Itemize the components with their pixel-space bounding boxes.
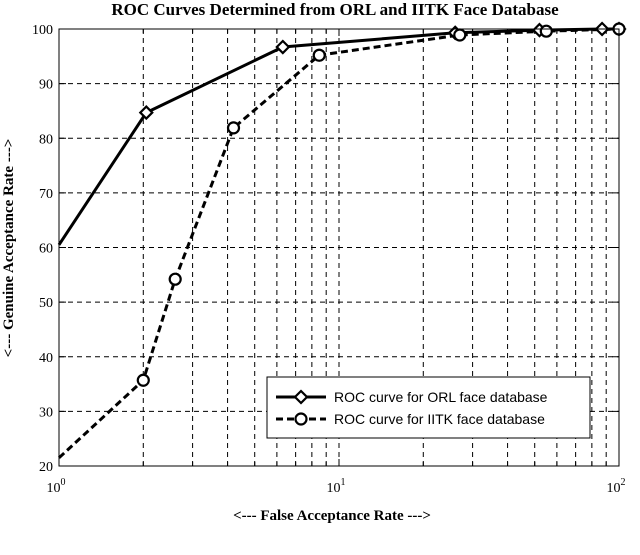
chart-title: ROC Curves Determined from ORL and IITK …: [111, 0, 559, 19]
x-axis-label: <--- False Acceptance Rate --->: [233, 508, 431, 524]
y-tick-labels: 20 30 40 50 60 70 80 90 100: [32, 23, 53, 475]
data-point-marker: [539, 24, 553, 38]
y-tick-label: 60: [39, 242, 53, 257]
series-markers: [136, 21, 627, 387]
y-axis-label: <--- Genuine Acceptance Rate --->: [1, 139, 17, 358]
series-line-2: [57, 27, 620, 459]
data-point-marker: [168, 272, 182, 286]
data-point-marker: [138, 105, 154, 121]
data-point-marker: [453, 28, 467, 42]
x-tick-label: 102: [607, 477, 626, 496]
y-tick-label: 70: [39, 187, 53, 202]
y-tick-label: 30: [39, 405, 53, 420]
y-tick-label: 40: [39, 351, 53, 366]
y-tick-label: 100: [32, 23, 53, 38]
y-tick-label: 50: [39, 296, 53, 311]
legend-box: [266, 376, 591, 439]
data-point-marker: [136, 373, 150, 387]
x-tick-label: 101: [327, 477, 346, 496]
legend-label: ROC curve for ORL face database: [334, 389, 548, 405]
legend-marker: [293, 389, 309, 405]
legend: ROC curve for ORL face database ROC curve…: [266, 376, 591, 439]
legend-marker: [294, 412, 308, 426]
data-point-marker: [312, 48, 326, 62]
data-point-marker: [275, 39, 291, 55]
data-point-marker: [226, 121, 241, 135]
legend-label: ROC curve for IITK face database: [334, 411, 545, 427]
x-tick-labels: 100 101 102: [47, 477, 626, 496]
y-tick-label: 80: [39, 132, 53, 147]
x-tick-label: 100: [47, 477, 66, 496]
plot-frame: [58, 28, 620, 467]
y-tick-label: 90: [39, 78, 53, 93]
y-tick-label: 20: [39, 460, 53, 475]
